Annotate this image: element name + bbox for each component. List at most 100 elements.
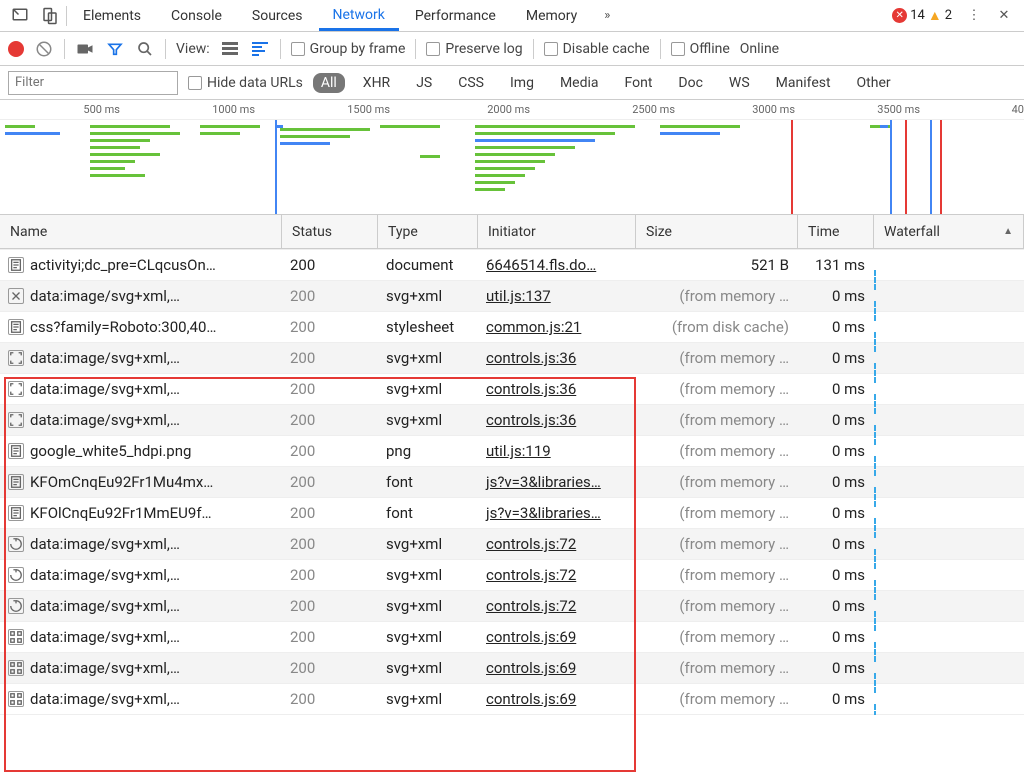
cell-size: (from memory …: [636, 597, 798, 615]
cell-time: 0 ms: [798, 287, 874, 305]
column-waterfall[interactable]: Waterfall▲: [874, 215, 1024, 248]
cell-initiator[interactable]: js?v=3&libraries…: [478, 504, 636, 522]
column-status[interactable]: Status: [282, 215, 378, 248]
filter-xhr[interactable]: XHR: [355, 73, 398, 93]
timeline-tick: 500 ms: [83, 103, 120, 116]
offline-checkbox[interactable]: Offline: [671, 41, 730, 57]
cell-initiator[interactable]: 6646514.fls.do…: [478, 256, 636, 274]
tab-elements[interactable]: Elements: [69, 2, 155, 30]
cell-time: 0 ms: [798, 690, 874, 708]
cell-name: KFOlCnqEu92Fr1MmEU9f…: [0, 504, 282, 522]
network-row[interactable]: data:image/svg+xml,…200svg+xmlcontrols.j…: [0, 622, 1024, 653]
waterfall-bar: [874, 301, 877, 321]
cell-name: data:image/svg+xml,…: [0, 380, 282, 398]
cell-initiator[interactable]: util.js:137: [478, 287, 636, 305]
network-row[interactable]: KFOmCnqEu92Fr1Mu4mx…200fontjs?v=3&librar…: [0, 467, 1024, 498]
kebab-menu-icon[interactable]: ⋮: [960, 2, 988, 30]
filter-input[interactable]: [8, 71, 178, 95]
timeline-tick: 1500 ms: [347, 103, 390, 116]
cell-initiator[interactable]: controls.js:72: [478, 566, 636, 584]
filter-other[interactable]: Other: [849, 73, 899, 93]
hide-data-urls-checkbox[interactable]: Hide data URLs: [188, 75, 303, 91]
tab-sources[interactable]: Sources: [238, 2, 317, 30]
network-row[interactable]: data:image/svg+xml,…200svg+xmlutil.js:13…: [0, 281, 1024, 312]
column-initiator[interactable]: Initiator: [478, 215, 636, 248]
online-label[interactable]: Online: [740, 41, 779, 57]
filter-icon[interactable]: [105, 39, 125, 59]
network-row[interactable]: data:image/svg+xml,…200svg+xmlcontrols.j…: [0, 560, 1024, 591]
timeline-bar: [475, 167, 535, 170]
cell-time: 0 ms: [798, 597, 874, 615]
overview-icon[interactable]: [250, 39, 270, 59]
inspect-icon[interactable]: [6, 2, 34, 30]
network-row[interactable]: google_white5_hdpi.png200pngutil.js:119(…: [0, 436, 1024, 467]
cell-initiator[interactable]: controls.js:36: [478, 380, 636, 398]
preserve-log-checkbox[interactable]: Preserve log: [426, 41, 522, 57]
waterfall-bar: [874, 425, 877, 445]
device-icon[interactable]: [36, 2, 64, 30]
cell-size: (from memory …: [636, 535, 798, 553]
record-button[interactable]: [8, 41, 24, 57]
cell-initiator[interactable]: common.js:21: [478, 318, 636, 336]
cell-initiator[interactable]: controls.js:69: [478, 659, 636, 677]
waterfall-bar: [874, 611, 877, 631]
timeline-marker: [791, 120, 793, 215]
file-icon: [8, 381, 24, 397]
timeline-bar: [200, 132, 240, 135]
network-row[interactable]: data:image/svg+xml,…200svg+xmlcontrols.j…: [0, 591, 1024, 622]
more-tabs-icon[interactable]: »: [593, 2, 621, 30]
cell-initiator[interactable]: controls.js:72: [478, 597, 636, 615]
cell-initiator[interactable]: js?v=3&libraries…: [478, 473, 636, 491]
cell-initiator[interactable]: util.js:119: [478, 442, 636, 460]
filter-media[interactable]: Media: [552, 73, 607, 93]
network-row[interactable]: css?family=Roboto:300,40…200stylesheetco…: [0, 312, 1024, 343]
cell-name: KFOmCnqEu92Fr1Mu4mx…: [0, 473, 282, 491]
large-rows-icon[interactable]: [220, 39, 240, 59]
cell-initiator[interactable]: controls.js:69: [478, 690, 636, 708]
filter-manifest[interactable]: Manifest: [768, 73, 839, 93]
timeline-overview[interactable]: 500 ms1000 ms1500 ms2000 ms2500 ms3000 m…: [0, 100, 1024, 215]
camera-icon[interactable]: [75, 39, 95, 59]
tab-network[interactable]: Network: [319, 1, 399, 31]
column-time[interactable]: Time: [798, 215, 874, 248]
network-row[interactable]: activityi;dc_pre=CLqcusOn…200document664…: [0, 250, 1024, 281]
search-icon[interactable]: [135, 39, 155, 59]
network-row[interactable]: data:image/svg+xml,…200svg+xmlcontrols.j…: [0, 343, 1024, 374]
network-row[interactable]: data:image/svg+xml,…200svg+xmlcontrols.j…: [0, 529, 1024, 560]
waterfall-bar: [874, 332, 877, 352]
cell-initiator[interactable]: controls.js:36: [478, 349, 636, 367]
error-badge[interactable]: ✕ 14 ▲ 2: [886, 7, 958, 24]
tab-console[interactable]: Console: [157, 2, 236, 30]
cell-initiator[interactable]: controls.js:36: [478, 411, 636, 429]
filter-css[interactable]: CSS: [450, 73, 492, 93]
filter-img[interactable]: Img: [502, 73, 542, 93]
filter-js[interactable]: JS: [408, 73, 440, 93]
tab-performance[interactable]: Performance: [401, 2, 510, 30]
filter-ws[interactable]: WS: [721, 73, 758, 93]
filter-doc[interactable]: Doc: [670, 73, 711, 93]
network-row[interactable]: data:image/svg+xml,…200svg+xmlcontrols.j…: [0, 684, 1024, 715]
close-icon[interactable]: ✕: [990, 2, 1018, 30]
disable-cache-checkbox[interactable]: Disable cache: [544, 41, 650, 57]
network-row[interactable]: KFOlCnqEu92Fr1MmEU9f…200fontjs?v=3&libra…: [0, 498, 1024, 529]
filter-all[interactable]: All: [313, 73, 345, 93]
cell-initiator[interactable]: controls.js:72: [478, 535, 636, 553]
waterfall-bar: [874, 394, 877, 414]
column-type[interactable]: Type: [378, 215, 478, 248]
column-size[interactable]: Size: [636, 215, 798, 248]
cell-size: (from memory …: [636, 442, 798, 460]
network-row[interactable]: data:image/svg+xml,…200svg+xmlcontrols.j…: [0, 653, 1024, 684]
file-icon: [8, 319, 24, 335]
timeline-bar: [660, 125, 740, 128]
network-row[interactable]: data:image/svg+xml,…200svg+xmlcontrols.j…: [0, 374, 1024, 405]
network-row[interactable]: data:image/svg+xml,…200svg+xmlcontrols.j…: [0, 405, 1024, 436]
cell-initiator[interactable]: controls.js:69: [478, 628, 636, 646]
cell-status: 200: [282, 256, 378, 274]
filter-font[interactable]: Font: [617, 73, 661, 93]
group-by-frame-checkbox[interactable]: Group by frame: [291, 41, 406, 57]
waterfall-bar: [874, 580, 877, 600]
cell-size: (from disk cache): [636, 318, 798, 336]
tab-memory[interactable]: Memory: [512, 2, 591, 30]
clear-icon[interactable]: [34, 39, 54, 59]
column-name[interactable]: Name: [0, 215, 282, 248]
